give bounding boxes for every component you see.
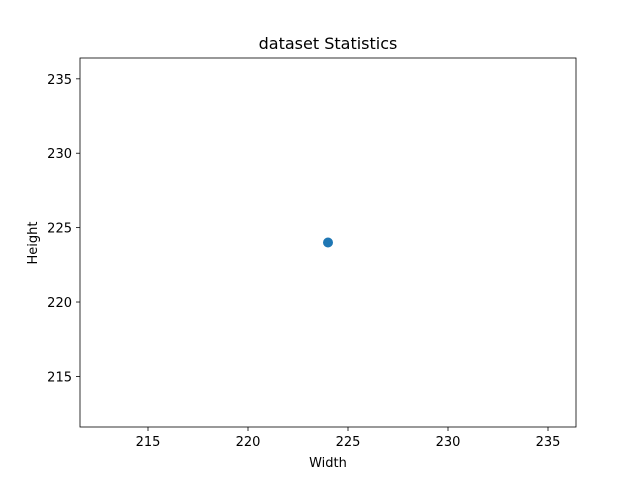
- y-tick-label: 225: [47, 222, 72, 237]
- y-tick-label: 215: [47, 370, 72, 385]
- y-tick-label: 235: [47, 73, 72, 88]
- scatter-point: [323, 237, 333, 248]
- x-tick-label: 235: [536, 435, 561, 450]
- x-tick-label: 220: [236, 435, 261, 450]
- y-axis-label: Height: [26, 222, 41, 265]
- y-tick-label: 220: [47, 296, 72, 311]
- y-tick-label: 230: [47, 147, 72, 162]
- data-points: [323, 237, 333, 248]
- x-axis-ticks: 215 220 225 230 235: [136, 427, 561, 450]
- y-axis-ticks: 215 220 225 230 235: [47, 73, 80, 385]
- plot-area-frame: [79, 57, 577, 428]
- chart-title: dataset Statistics: [259, 34, 398, 53]
- x-tick-label: 230: [436, 435, 461, 450]
- x-tick-label: 215: [136, 435, 161, 450]
- x-tick-label: 225: [336, 435, 361, 450]
- x-axis-label: Width: [309, 456, 347, 471]
